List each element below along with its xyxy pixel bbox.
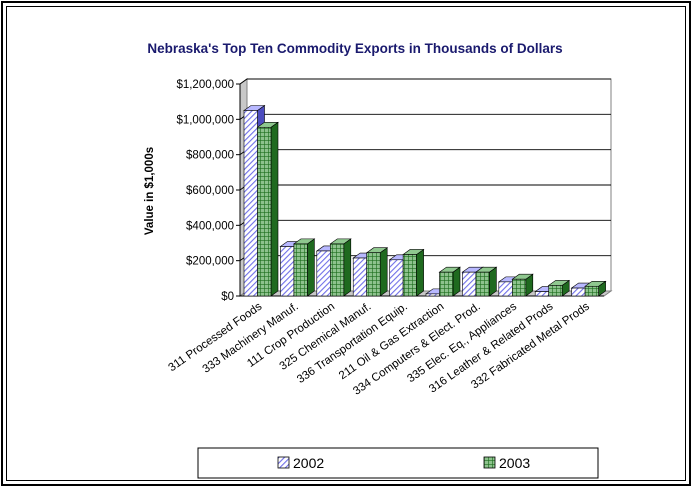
gridline xyxy=(239,78,611,85)
bar-2003-0 xyxy=(256,121,279,297)
bar-side-face xyxy=(379,247,388,297)
bar-front-face xyxy=(243,110,258,297)
bar-side-face xyxy=(343,238,352,297)
bar-front-face xyxy=(366,252,381,297)
legend-box xyxy=(197,447,599,479)
bar-front-face xyxy=(571,287,586,297)
bar-front-face xyxy=(402,254,417,297)
bar-front-face xyxy=(389,259,404,297)
bar-front-face xyxy=(280,246,295,297)
bar-side-face xyxy=(307,238,315,297)
bar-2003-1 xyxy=(292,238,316,297)
y-tick-label: $0 xyxy=(221,291,234,303)
bar-2003-2 xyxy=(329,238,352,297)
legend: 2002 2003 xyxy=(197,447,599,479)
y-tick-label: $600,000 xyxy=(186,185,234,197)
bar-front-face xyxy=(257,126,272,297)
bar-front-face xyxy=(475,271,490,297)
bar-2003-3 xyxy=(365,247,389,297)
bar-front-face xyxy=(584,285,599,297)
y-axis-label: Value in $1,000s xyxy=(144,147,156,235)
bar-front-face xyxy=(316,250,331,297)
bar-front-face xyxy=(511,278,527,297)
bar-2003-8 xyxy=(547,279,571,297)
y-tick-label: $800,000 xyxy=(186,150,234,162)
bar-front-face xyxy=(329,243,345,297)
chart-title: Nebraska's Top Ten Commodity Exports in … xyxy=(147,41,562,56)
legend-label-2003: 2003 xyxy=(499,455,530,471)
bar-front-face xyxy=(548,285,563,297)
y-tick-label: $1,000,000 xyxy=(176,114,234,126)
y-tick-label: $200,000 xyxy=(186,256,234,268)
bar-front-face xyxy=(462,271,477,297)
bar-front-face xyxy=(425,293,440,297)
legend-swatch-2003 xyxy=(483,456,496,469)
bar-2003-4 xyxy=(402,248,425,297)
y-tick-labels: $0 $200,000 $400,000 $600,000 $800,000 $1,000… xyxy=(176,79,234,303)
bar-front-face xyxy=(439,271,454,297)
y-tick-label: $400,000 xyxy=(186,220,234,232)
bar-front-face xyxy=(498,281,513,297)
bar-2003-6 xyxy=(474,266,498,297)
bar-front-face xyxy=(293,243,308,297)
bar-front-face xyxy=(352,257,368,297)
bar-side-face xyxy=(416,248,424,297)
bar-2003-7 xyxy=(511,273,534,297)
bars-group xyxy=(243,104,607,297)
bar-front-face xyxy=(534,291,550,297)
inner-frame xyxy=(6,6,686,481)
legend-label-2002: 2002 xyxy=(293,455,324,471)
bar-2003-9 xyxy=(584,280,607,297)
bar-side-face xyxy=(270,121,279,297)
legend-swatch-2002 xyxy=(277,456,290,469)
bar-2003-5 xyxy=(438,266,461,297)
y-tick-label: $1,200,000 xyxy=(176,79,234,91)
